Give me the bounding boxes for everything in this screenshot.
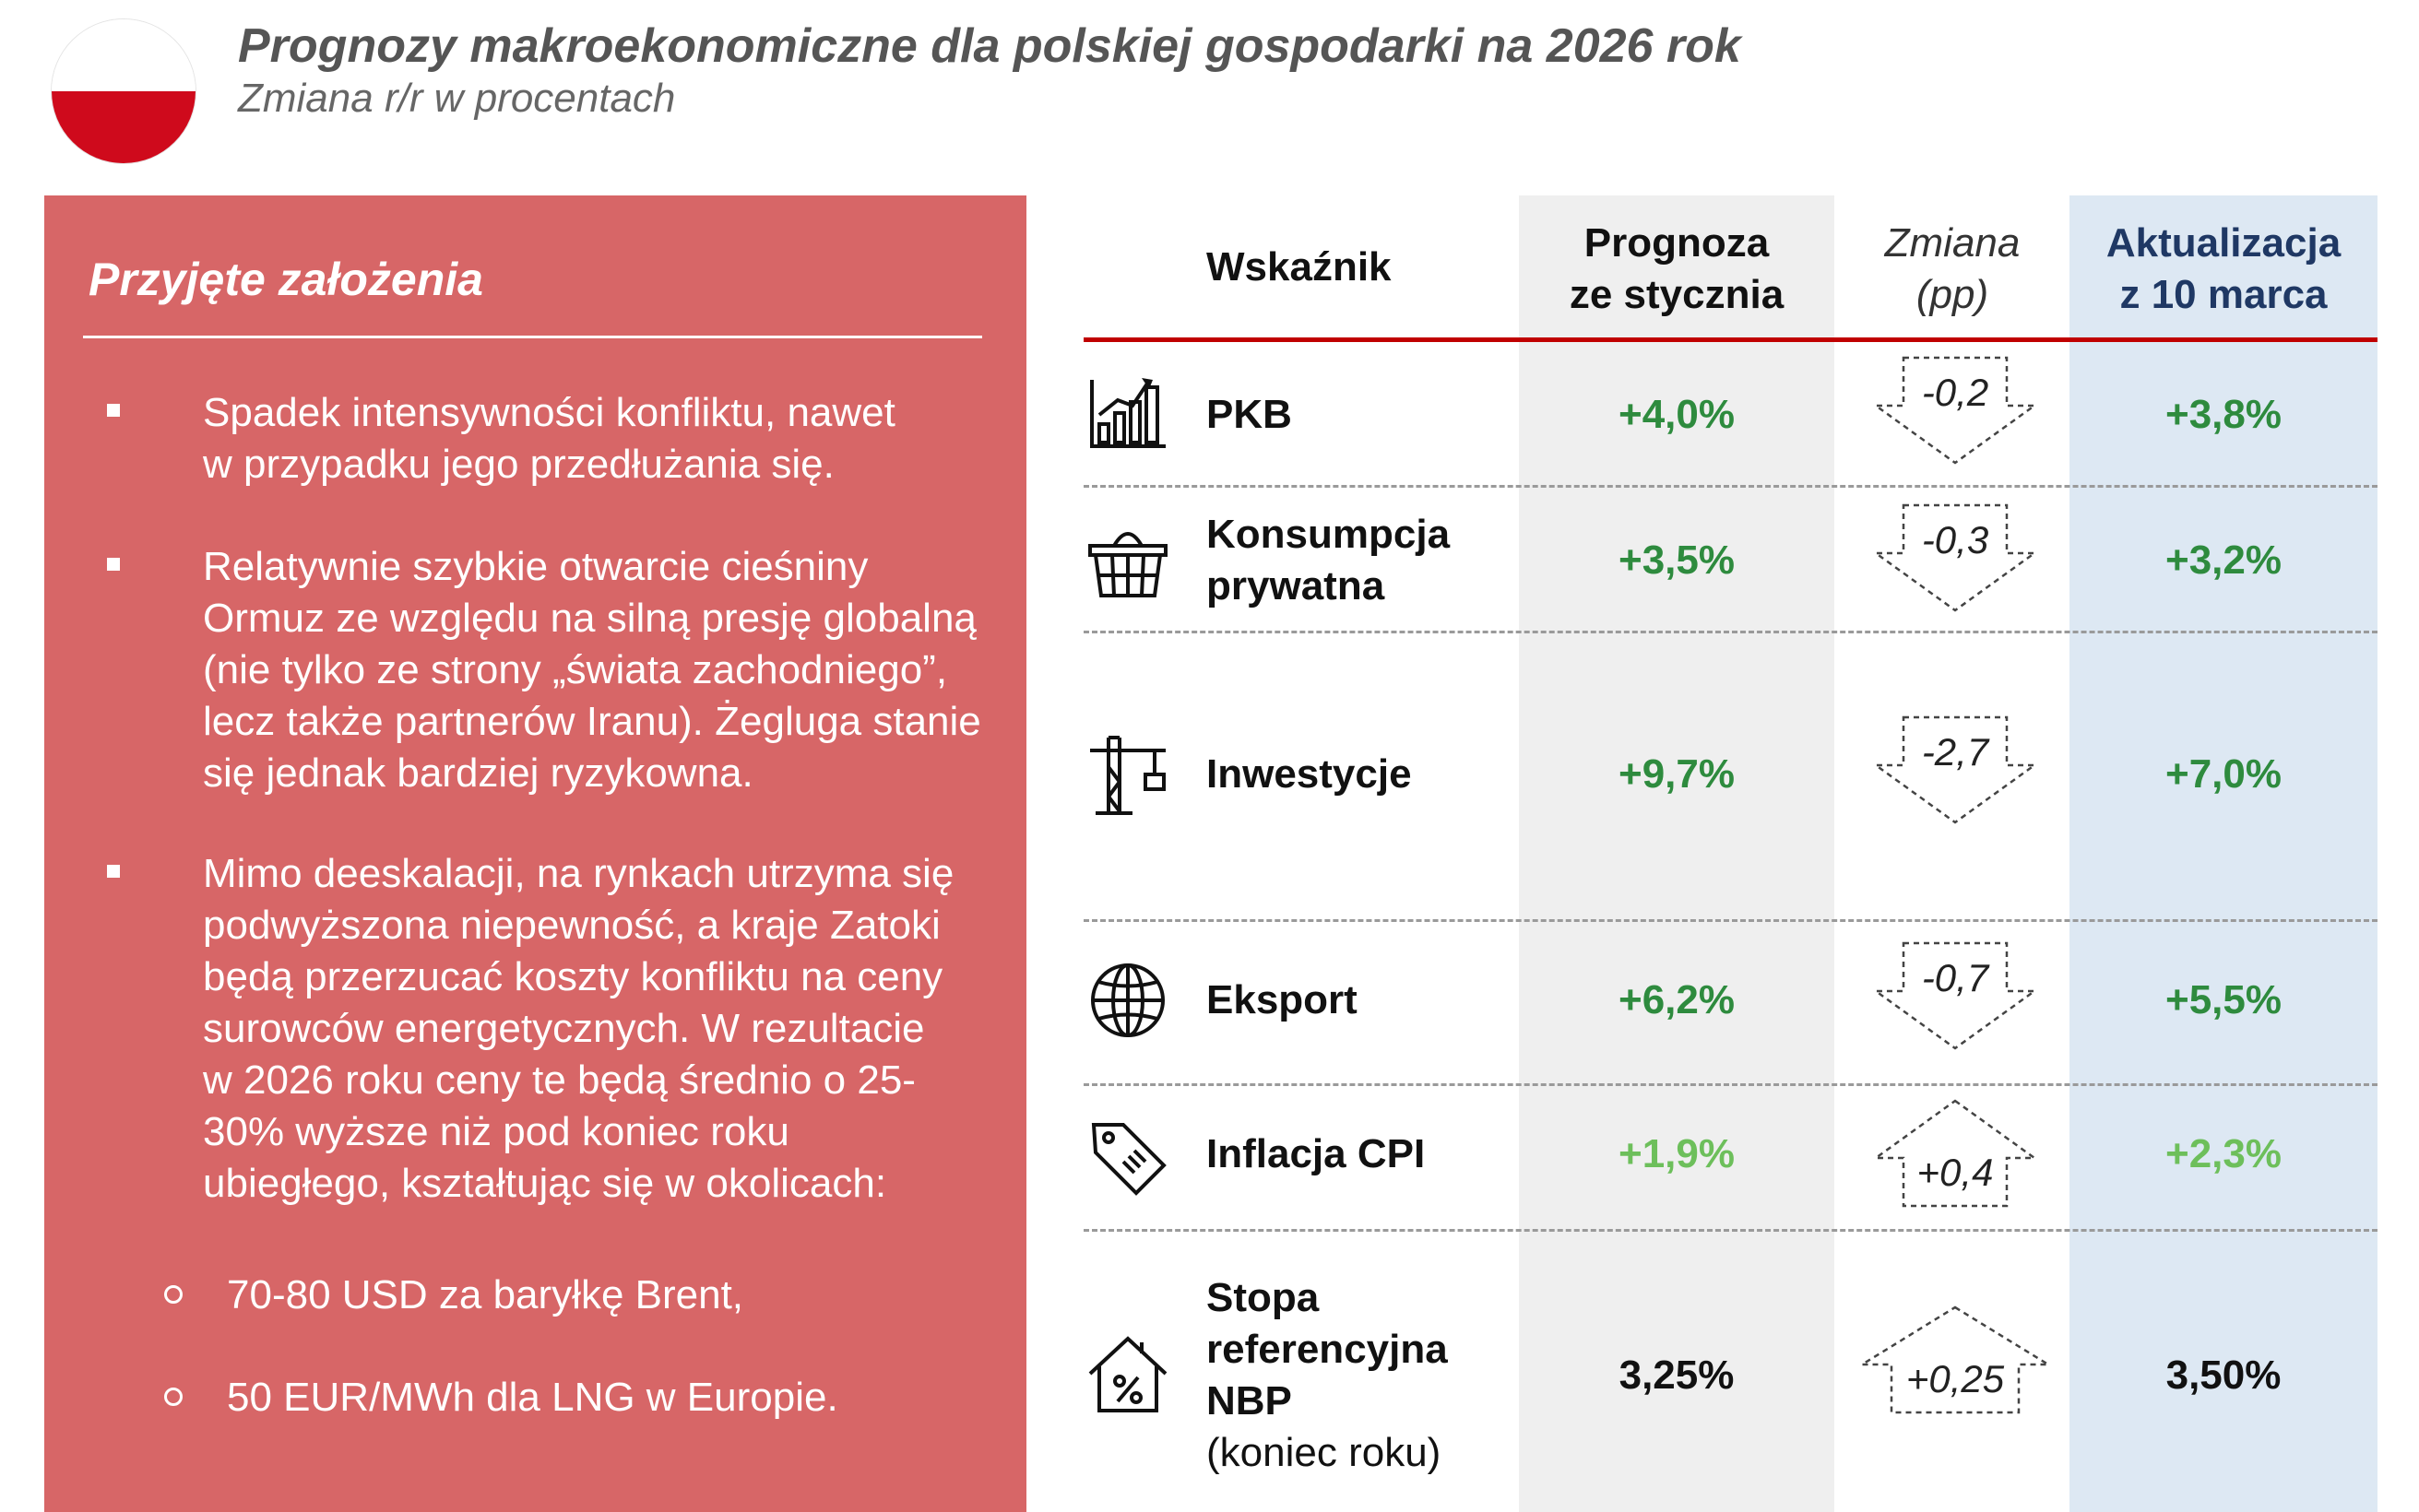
page-subtitle: Zmiana r/r w procentach xyxy=(238,76,676,121)
change-arrow-down: -2,7 xyxy=(1863,710,2047,848)
aktualizacja-column-bg xyxy=(2069,195,2377,1512)
aktualizacja-value: +2,3% xyxy=(2165,1131,2282,1176)
header-prognoza: Prognoza ze stycznia xyxy=(1569,220,1785,317)
change-arrow-down: -0,7 xyxy=(1863,936,2047,1074)
aktualizacja-value: +3,8% xyxy=(2165,392,2282,437)
change-arrow-down: -0,2 xyxy=(1863,350,2047,489)
indicator-label: Inwestycje xyxy=(1206,751,1412,797)
change-value: -2,7 xyxy=(1921,730,1989,774)
indicator-label: PKB xyxy=(1206,392,1292,437)
header-zmiana: Zmiana (pp) xyxy=(1884,220,2021,317)
crane-icon xyxy=(1090,736,1166,815)
indicator-label: Inflacja CPI xyxy=(1206,1131,1426,1176)
indicator-note: (koniec roku) xyxy=(1206,1430,1441,1475)
bullet-circle-icon xyxy=(164,1388,183,1406)
change-arrow-down: -0,3 xyxy=(1863,498,2047,636)
header-divider xyxy=(1084,337,2377,342)
row-divider xyxy=(1084,1229,2377,1232)
change-value: +0,4 xyxy=(1916,1151,1994,1194)
change-value: -0,7 xyxy=(1921,956,1989,999)
change-arrow-up: +0,25 xyxy=(1849,1300,2061,1438)
aktualizacja-value: +7,0% xyxy=(2165,751,2282,797)
bullet-square-icon xyxy=(107,404,120,417)
change-arrow-up: +0,4 xyxy=(1863,1093,2047,1232)
row-divider xyxy=(1084,1083,2377,1086)
indicator-label: Eksport xyxy=(1206,977,1358,1022)
row-divider xyxy=(1084,485,2377,488)
prognoza-value: +6,2% xyxy=(1619,977,1735,1022)
page-title: Prognozy makroekonomiczne dla polskiej g… xyxy=(238,19,1741,73)
prognoza-value: +1,9% xyxy=(1619,1131,1735,1176)
bullet-square-icon xyxy=(107,558,120,571)
header-indicator: Wskaźnik xyxy=(1206,244,1392,289)
prognoza-value: 3,25% xyxy=(1619,1353,1735,1398)
indicator-label: Stopa referencyjna NBP (koniec roku) xyxy=(1206,1272,1448,1479)
aktualizacja-value: +5,5% xyxy=(2165,977,2282,1022)
indicator-label: Konsumpcja prywatna xyxy=(1206,512,1451,608)
price-tag-icon xyxy=(1091,1123,1167,1196)
bullet-circle-icon xyxy=(164,1285,183,1304)
header-aktualizacja: Aktualizacja z 10 marca xyxy=(2105,220,2342,317)
assumptions-panel: Przyjęte założenia Spadek intensywności … xyxy=(44,195,1026,1512)
assumptions-divider xyxy=(83,336,982,338)
house-percent-icon xyxy=(1088,1336,1168,1412)
assumptions-title: Przyjęte założenia xyxy=(89,254,483,305)
prognoza-column-bg xyxy=(1519,195,1834,1512)
bullet-square-icon xyxy=(107,865,120,878)
aktualizacja-value: 3,50% xyxy=(2165,1353,2282,1398)
change-value: -0,2 xyxy=(1921,371,1989,414)
basket-icon xyxy=(1088,532,1168,597)
prognoza-value: +3,5% xyxy=(1619,537,1735,583)
change-value: +0,25 xyxy=(1905,1357,2005,1400)
prognoza-value: +4,0% xyxy=(1619,392,1735,437)
prognoza-value: +9,7% xyxy=(1619,751,1735,797)
globe-icon xyxy=(1091,963,1165,1037)
bar-chart-icon xyxy=(1090,378,1166,448)
row-divider xyxy=(1084,919,2377,922)
aktualizacja-value: +3,2% xyxy=(2165,537,2282,583)
change-value: -0,3 xyxy=(1921,518,1989,561)
row-divider xyxy=(1084,631,2377,633)
poland-flag-icon xyxy=(52,19,196,163)
